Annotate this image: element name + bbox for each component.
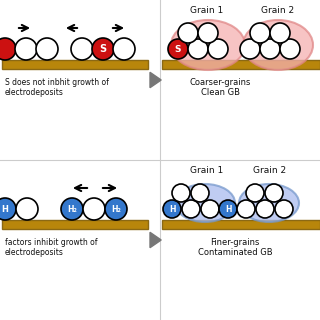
Circle shape <box>163 200 181 218</box>
Circle shape <box>237 200 255 218</box>
Text: H: H <box>169 204 175 213</box>
Text: Contaminated GB: Contaminated GB <box>198 248 272 257</box>
Bar <box>162 60 320 69</box>
Text: electrodeposits: electrodeposits <box>5 88 64 97</box>
Circle shape <box>191 184 209 202</box>
Ellipse shape <box>171 20 245 70</box>
Circle shape <box>270 23 290 43</box>
Text: Grain 2: Grain 2 <box>253 166 287 175</box>
Bar <box>2 220 148 229</box>
Circle shape <box>265 184 283 202</box>
Ellipse shape <box>243 20 313 70</box>
Circle shape <box>256 200 274 218</box>
Circle shape <box>36 38 58 60</box>
Polygon shape <box>150 232 161 248</box>
Ellipse shape <box>239 184 299 222</box>
Circle shape <box>250 23 270 43</box>
Circle shape <box>182 200 200 218</box>
Bar <box>162 220 320 229</box>
Circle shape <box>201 200 219 218</box>
Circle shape <box>0 198 16 220</box>
Circle shape <box>83 198 105 220</box>
Text: H₂: H₂ <box>67 204 77 213</box>
Circle shape <box>178 23 198 43</box>
Text: H: H <box>225 204 231 213</box>
Text: Finer-grains: Finer-grains <box>210 238 260 247</box>
Circle shape <box>0 38 16 60</box>
Circle shape <box>113 38 135 60</box>
Circle shape <box>275 200 293 218</box>
Circle shape <box>240 39 260 59</box>
Text: Clean GB: Clean GB <box>201 88 239 97</box>
Circle shape <box>168 39 188 59</box>
Circle shape <box>198 23 218 43</box>
Circle shape <box>246 184 264 202</box>
Text: H₂: H₂ <box>111 204 121 213</box>
Text: factors inhibit growth of: factors inhibit growth of <box>5 238 98 247</box>
Text: S: S <box>100 44 107 54</box>
Text: Grain 2: Grain 2 <box>261 6 295 15</box>
Circle shape <box>280 39 300 59</box>
Circle shape <box>188 39 208 59</box>
Circle shape <box>92 38 114 60</box>
Text: H: H <box>2 204 8 213</box>
Circle shape <box>172 184 190 202</box>
Circle shape <box>208 39 228 59</box>
Circle shape <box>105 198 127 220</box>
Text: S does not inbhit growth of: S does not inbhit growth of <box>5 78 109 87</box>
Circle shape <box>71 38 93 60</box>
Text: S: S <box>175 44 181 53</box>
Polygon shape <box>150 72 161 88</box>
Ellipse shape <box>175 184 235 222</box>
Text: Grain 1: Grain 1 <box>190 6 224 15</box>
Text: Coarser-grains: Coarser-grains <box>189 78 251 87</box>
Circle shape <box>16 198 38 220</box>
Text: electrodeposits: electrodeposits <box>5 248 64 257</box>
Circle shape <box>260 39 280 59</box>
Text: Grain 1: Grain 1 <box>190 166 224 175</box>
Circle shape <box>61 198 83 220</box>
Circle shape <box>15 38 37 60</box>
Bar <box>2 60 148 69</box>
Circle shape <box>219 200 237 218</box>
